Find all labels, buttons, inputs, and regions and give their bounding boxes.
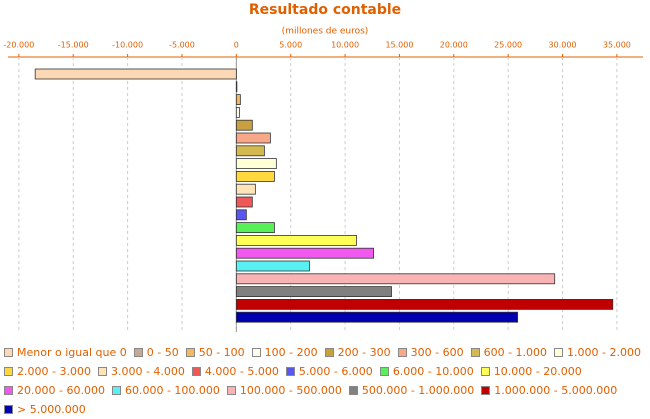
legend-item: 60.000 - 100.000 xyxy=(111,381,220,400)
legend-item: > 5.000.000 xyxy=(4,400,86,419)
x-tick-label: 35.000 xyxy=(603,41,631,50)
legend-swatch xyxy=(251,348,261,357)
legend-item: 600 - 1.000 xyxy=(470,343,548,362)
x-tick-label: 30.000 xyxy=(549,41,577,50)
bar xyxy=(235,145,265,157)
legend-swatch xyxy=(480,367,490,376)
page: Resultado contable (millones de euros) -… xyxy=(3,2,643,416)
legend-label: 2.000 - 3.000 xyxy=(17,365,91,378)
chart-title: Resultado contable xyxy=(249,2,401,18)
legend-swatch xyxy=(133,348,143,357)
legend-item: 20.000 - 60.000 xyxy=(4,381,105,400)
legend-item: 4.000 - 5.000 xyxy=(191,362,279,381)
legend-item: 2.000 - 3.000 xyxy=(4,362,91,381)
legend-label: Menor o igual que 0 xyxy=(17,346,127,359)
legend-label: 100.000 - 500.000 xyxy=(239,384,342,397)
legend-label: 5.000 - 6.000 xyxy=(298,365,373,378)
legend-swatch xyxy=(470,348,480,357)
legend-item: 1.000.000 - 5.000.000 xyxy=(481,381,617,400)
legend-item: 0 - 50 xyxy=(133,343,179,362)
legend-swatch xyxy=(191,367,201,376)
bar xyxy=(235,196,253,208)
bar xyxy=(235,170,275,182)
legend-swatch xyxy=(4,405,13,414)
legend-swatch xyxy=(97,367,107,376)
legend-label: 4.000 - 5.000 xyxy=(204,365,279,378)
bar xyxy=(235,81,238,93)
bar xyxy=(235,273,556,285)
legend-label: 200 - 300 xyxy=(337,346,391,359)
x-tick-label: -20.000 xyxy=(3,41,34,50)
legend-swatch xyxy=(226,386,236,395)
legend-swatch xyxy=(554,348,564,357)
x-tick-label: 10.000 xyxy=(331,41,359,50)
legend-swatch xyxy=(397,348,407,357)
bar xyxy=(235,158,277,170)
x-tick-label: 25.000 xyxy=(494,41,522,50)
bar xyxy=(235,234,357,246)
bar xyxy=(235,298,614,310)
bar xyxy=(235,119,253,131)
bar xyxy=(34,68,237,80)
legend-item: Menor o igual que 0 xyxy=(4,343,127,362)
legend-label: 600 - 1.000 xyxy=(483,346,548,359)
bar xyxy=(235,107,240,118)
chart: Resultado contable (millones de euros) -… xyxy=(3,2,643,332)
legend-label: 300 - 600 xyxy=(410,346,464,359)
legend-swatch xyxy=(111,386,121,395)
x-tick-label: -10.000 xyxy=(112,41,143,50)
legend-swatch xyxy=(4,386,13,395)
legend-item: 3.000 - 4.000 xyxy=(97,362,185,381)
bar xyxy=(235,183,256,195)
x-tick-label: 15.000 xyxy=(385,41,413,50)
bar xyxy=(235,311,519,323)
x-tick-label: 5.000 xyxy=(279,41,302,50)
legend-item: 100.000 - 500.000 xyxy=(226,381,342,400)
legend-label: > 5.000.000 xyxy=(17,403,86,416)
legend-label: 60.000 - 100.000 xyxy=(124,384,220,397)
legend-item: 100 - 200 xyxy=(251,343,318,362)
bar xyxy=(235,222,275,234)
legend-label: 6.000 - 10.000 xyxy=(392,365,474,378)
legend-label: 10.000 - 20.000 xyxy=(493,365,582,378)
bar xyxy=(235,247,374,259)
legend-label: 3.000 - 4.000 xyxy=(110,365,185,378)
legend-item: 6.000 - 10.000 xyxy=(379,362,474,381)
bar xyxy=(235,132,271,144)
legend-swatch xyxy=(285,367,295,376)
legend-label: 500.000 - 1.000.000 xyxy=(361,384,475,397)
bar xyxy=(235,94,241,105)
legend-swatch xyxy=(481,386,491,395)
legend-item: 5.000 - 6.000 xyxy=(285,362,373,381)
legend: Menor o igual que 0 0 - 50 50 - 100 100 - 2… xyxy=(4,343,648,419)
x-tick-label: 20.000 xyxy=(440,41,468,50)
legend-item: 1.000 - 2.000 xyxy=(554,343,641,362)
legend-label: 1.000 - 2.000 xyxy=(567,346,641,359)
legend-swatch xyxy=(4,348,13,357)
legend-item: 300 - 600 xyxy=(397,343,464,362)
x-tick-label: -5.000 xyxy=(169,41,195,50)
legend-item: 10.000 - 20.000 xyxy=(480,362,582,381)
x-tick-label: -15.000 xyxy=(58,41,89,50)
legend-label: 0 - 50 xyxy=(146,346,179,359)
legend-label: 1.000.000 - 5.000.000 xyxy=(494,384,618,397)
legend-swatch xyxy=(348,386,358,395)
bar xyxy=(235,260,310,272)
legend-item: 500.000 - 1.000.000 xyxy=(348,381,475,400)
legend-label: 100 - 200 xyxy=(264,346,318,359)
legend-label: 20.000 - 60.000 xyxy=(17,384,105,397)
x-tick-label: 0 xyxy=(234,41,239,50)
legend-swatch xyxy=(324,348,334,357)
chart-subtitle: (millones de euros) xyxy=(282,27,369,37)
legend-item: 200 - 300 xyxy=(324,343,391,362)
bar xyxy=(235,209,247,221)
legend-label: 50 - 100 xyxy=(198,346,245,359)
legend-swatch xyxy=(4,367,13,376)
legend-item: 50 - 100 xyxy=(185,343,245,362)
bar xyxy=(235,286,392,298)
legend-swatch xyxy=(379,367,389,376)
legend-swatch xyxy=(185,348,195,357)
